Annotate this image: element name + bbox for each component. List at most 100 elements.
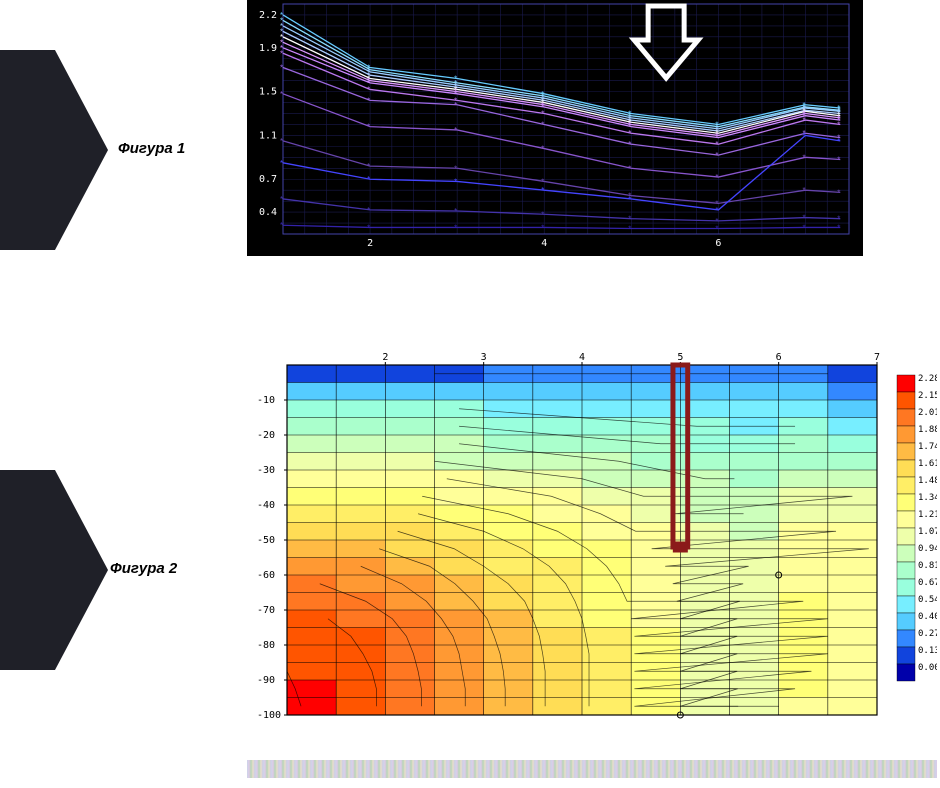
svg-text:2: 2 — [382, 352, 388, 363]
svg-text:*: * — [541, 120, 544, 129]
figure2-chart: 2 3 4 5 6 7 -10 -20 -30 -40 -50 -60 -70 -80 -90 -100 2.2… — [247, 345, 937, 730]
figure1-label: Фигура 1 — [118, 140, 185, 157]
svg-text:*: * — [280, 90, 283, 99]
svg-text:*: * — [802, 131, 805, 140]
svg-text:*: * — [454, 177, 457, 186]
svg-text:*: * — [367, 175, 370, 184]
svg-text:*: * — [454, 101, 457, 110]
svg-text:-80: -80 — [257, 640, 275, 651]
svg-text:-60: -60 — [257, 570, 275, 581]
svg-text:*: * — [837, 120, 840, 129]
svg-text:-90: -90 — [257, 675, 275, 686]
svg-text:*: * — [802, 186, 805, 195]
svg-text:*: * — [280, 49, 283, 58]
svg-text:*: * — [715, 140, 718, 149]
svg-text:*: * — [454, 223, 457, 232]
svg-text:*: * — [628, 195, 631, 204]
svg-text:-50: -50 — [257, 535, 275, 546]
pentagon-shape — [0, 470, 108, 670]
svg-text:0.54: 0.54 — [918, 595, 937, 605]
svg-text:*: * — [802, 214, 805, 223]
svg-text:2.01: 2.01 — [918, 408, 937, 418]
svg-text:*: * — [715, 225, 718, 234]
svg-text:1.07: 1.07 — [918, 527, 937, 537]
svg-text:*: * — [280, 195, 283, 204]
svg-text:*: * — [367, 206, 370, 215]
svg-text:1.9: 1.9 — [259, 43, 277, 54]
svg-text:0.00: 0.00 — [918, 663, 937, 673]
svg-text:*: * — [367, 223, 370, 232]
svg-text:*: * — [837, 215, 840, 224]
figure2-label: Фигура 2 — [110, 560, 177, 577]
svg-text:*: * — [541, 186, 544, 195]
svg-text:6: 6 — [715, 238, 721, 248]
svg-text:*: * — [454, 207, 457, 216]
svg-text:1.61: 1.61 — [918, 459, 937, 469]
svg-text:-40: -40 — [257, 500, 275, 511]
svg-text:*: * — [454, 126, 457, 135]
pentagon-pointer-2 — [0, 470, 110, 675]
svg-text:1.5: 1.5 — [259, 87, 277, 98]
svg-text:*: * — [628, 215, 631, 224]
figure1-plot: 0.40.71.11.51.92.2246*******************… — [255, 0, 855, 248]
svg-text:-10: -10 — [257, 395, 275, 406]
svg-text:5: 5 — [677, 352, 683, 363]
figure2-plot: 2 3 4 5 6 7 -10 -20 -30 -40 -50 -60 -70 -80 -90 -100 2.2… — [247, 345, 937, 730]
svg-text:*: * — [837, 137, 840, 146]
svg-text:*: * — [541, 223, 544, 232]
svg-text:*: * — [715, 173, 718, 182]
svg-text:*: * — [541, 177, 544, 186]
svg-text:4: 4 — [541, 238, 547, 248]
svg-text:1.74: 1.74 — [918, 442, 937, 452]
svg-text:*: * — [802, 153, 805, 162]
svg-text:*: * — [454, 164, 457, 173]
svg-text:*: * — [628, 164, 631, 173]
svg-text:*: * — [837, 188, 840, 197]
svg-text:6: 6 — [776, 352, 782, 363]
svg-text:0.13: 0.13 — [918, 646, 937, 656]
svg-text:*: * — [541, 110, 544, 119]
svg-text:*: * — [280, 159, 283, 168]
svg-text:0.67: 0.67 — [918, 578, 937, 588]
svg-text:1.88: 1.88 — [918, 425, 937, 435]
svg-text:-30: -30 — [257, 465, 275, 476]
pentagon-pointer-1 — [0, 50, 110, 255]
svg-text:0.94: 0.94 — [918, 544, 937, 554]
svg-text:0.4: 0.4 — [259, 207, 277, 218]
svg-text:*: * — [280, 64, 283, 73]
svg-text:*: * — [367, 96, 370, 105]
svg-text:*: * — [628, 225, 631, 234]
svg-text:-100: -100 — [257, 710, 281, 721]
pentagon-shape — [0, 50, 108, 250]
svg-text:*: * — [628, 140, 631, 149]
svg-text:2.15: 2.15 — [918, 391, 937, 401]
svg-text:1.1: 1.1 — [259, 130, 277, 141]
svg-text:2.28: 2.28 — [918, 374, 937, 384]
svg-text:3: 3 — [481, 352, 487, 363]
svg-text:*: * — [837, 223, 840, 232]
svg-text:1.21: 1.21 — [918, 510, 937, 520]
svg-text:0.7: 0.7 — [259, 174, 277, 185]
svg-text:1.48: 1.48 — [918, 476, 937, 486]
svg-text:*: * — [802, 116, 805, 125]
svg-text:7: 7 — [874, 352, 880, 363]
svg-text:*: * — [280, 137, 283, 146]
svg-text:*: * — [541, 145, 544, 154]
svg-text:*: * — [837, 156, 840, 165]
svg-text:*: * — [541, 210, 544, 219]
svg-text:*: * — [367, 162, 370, 171]
svg-text:*: * — [367, 123, 370, 132]
svg-text:-70: -70 — [257, 605, 275, 616]
svg-text:0.27: 0.27 — [918, 629, 937, 639]
svg-text:4: 4 — [579, 352, 585, 363]
svg-text:2.2: 2.2 — [259, 10, 277, 21]
svg-text:0.81: 0.81 — [918, 561, 937, 571]
svg-text:*: * — [628, 129, 631, 138]
noise-strip — [247, 760, 937, 778]
svg-text:-20: -20 — [257, 430, 275, 441]
svg-text:*: * — [367, 85, 370, 94]
svg-text:*: * — [280, 221, 283, 230]
figure1-chart: 0.40.71.11.51.92.2246*******************… — [247, 0, 863, 256]
svg-text:*: * — [802, 223, 805, 232]
svg-text:*: * — [715, 151, 718, 160]
